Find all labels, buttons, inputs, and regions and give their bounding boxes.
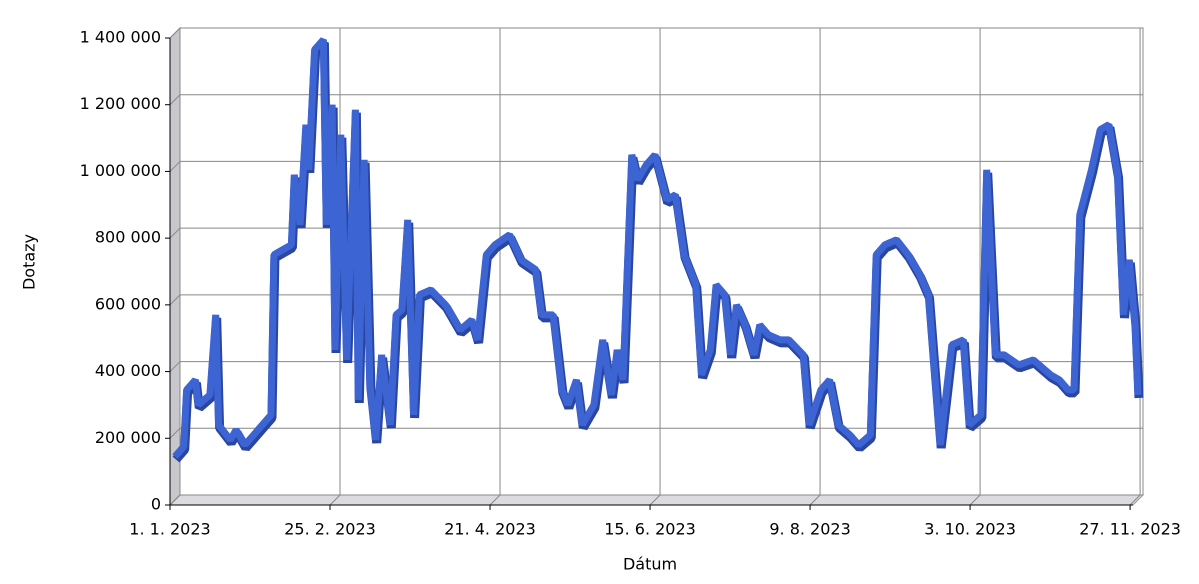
x-tick-label: 21. 4. 2023	[444, 520, 536, 539]
y-axis-label: Dotazy	[20, 234, 39, 290]
y-tick-label: 400 000	[95, 361, 161, 380]
y-tick-label: 1 400 000	[80, 28, 161, 47]
y-tick-label: 200 000	[95, 428, 161, 447]
grid-line	[1129, 494, 1141, 506]
x-tick-label: 9. 8. 2023	[769, 520, 850, 539]
y-tick-label: 1 000 000	[80, 161, 161, 180]
grid-line	[329, 494, 341, 506]
x-axis-label: Dátum	[623, 555, 677, 574]
x-tick-label: 1. 1. 2023	[129, 520, 210, 539]
line	[172, 37, 1142, 459]
x-tick-label: 27. 11. 2023	[1079, 520, 1181, 539]
grid-line	[169, 427, 181, 439]
grid-line	[649, 494, 661, 506]
y-tick-label: 600 000	[95, 294, 161, 313]
grid-line	[809, 494, 821, 506]
x-tick-label: 25. 2. 2023	[284, 520, 376, 539]
grid-line	[169, 227, 181, 239]
x-tick-label: 15. 6. 2023	[604, 520, 696, 539]
grid-line	[169, 27, 181, 39]
grid-line	[489, 494, 501, 506]
grid-line	[169, 294, 181, 306]
grid-line	[169, 361, 181, 372]
x-tick-label: 3. 10. 2023	[924, 520, 1016, 539]
grid-line	[169, 161, 181, 172]
floor	[168, 494, 1145, 506]
grid-line	[169, 494, 181, 506]
y-tick-label: 0	[151, 495, 161, 514]
grid-line	[169, 94, 181, 106]
y-tick-label: 800 000	[95, 228, 161, 247]
y-tick-label: 1 200 000	[80, 94, 161, 113]
grid-line	[969, 494, 981, 506]
